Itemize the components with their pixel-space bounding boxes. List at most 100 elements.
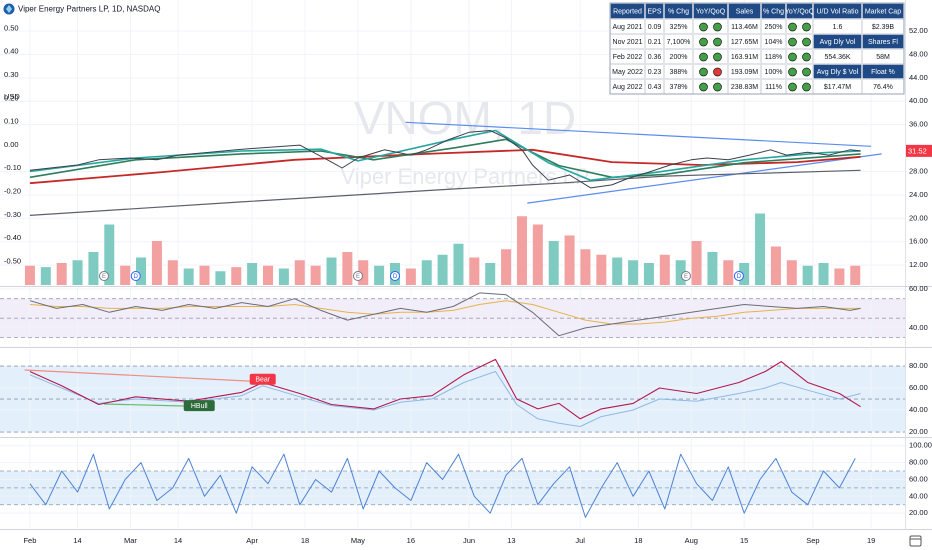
table-subheader: Float % xyxy=(871,69,895,76)
table-header: % Chg xyxy=(668,8,689,15)
series-line xyxy=(29,148,861,185)
table-cell xyxy=(862,64,904,79)
y-tick-label: 28.00 xyxy=(909,166,928,175)
volume-bar xyxy=(532,224,543,285)
volume-bar xyxy=(294,260,305,285)
volume-bar xyxy=(326,257,337,285)
table-value: Feb 2022 xyxy=(613,54,643,61)
x-tick-label: Mar xyxy=(124,536,137,545)
symbol-title: Viper Energy Partners LP, 1D, NASDAQ xyxy=(18,5,160,14)
volume-bar xyxy=(675,260,686,285)
event-marker xyxy=(130,271,141,281)
pane-grid xyxy=(0,349,905,436)
x-tick-label: 14 xyxy=(174,536,182,545)
table-value: 113.46M xyxy=(731,24,758,31)
y-tick-label: 44.00 xyxy=(909,73,928,82)
event-marker xyxy=(99,271,110,281)
table-value: 163.91M xyxy=(731,54,758,61)
x-tick-label: Sep xyxy=(806,536,819,545)
volume-bar xyxy=(469,257,480,285)
calendar-icon[interactable] xyxy=(909,535,922,547)
table-cell xyxy=(813,79,862,94)
volume-bar xyxy=(485,263,496,285)
table-value: 238.83M xyxy=(731,84,758,91)
x-tick-label: Aug xyxy=(685,536,698,545)
table-value: $17.47M xyxy=(824,84,851,91)
status-dot xyxy=(802,52,811,62)
table-cell xyxy=(728,79,761,94)
volume-bar xyxy=(548,241,559,285)
table-value: Aug 2022 xyxy=(613,84,643,91)
table-header: U/D Vol Ratio xyxy=(816,8,858,15)
series-line xyxy=(29,130,861,189)
series-line xyxy=(29,358,861,420)
volume-bar xyxy=(278,268,289,285)
table-cell xyxy=(862,34,904,49)
pane: Bear HBull xyxy=(24,358,861,427)
trend-line xyxy=(24,369,269,383)
volume-bar xyxy=(580,249,591,285)
series-line xyxy=(29,453,856,518)
volume-bar xyxy=(183,268,194,285)
calendar-frame[interactable] xyxy=(909,535,922,547)
volume-bar xyxy=(199,265,210,285)
status-dot xyxy=(699,82,708,92)
table-value: $2.39B xyxy=(872,24,895,31)
event-marker xyxy=(389,271,400,281)
table-value: 7,100% xyxy=(667,39,691,46)
table-cell xyxy=(761,79,786,94)
pane xyxy=(29,453,856,518)
series-line xyxy=(29,292,861,337)
table-value: 325% xyxy=(670,24,688,31)
volume-bar xyxy=(834,268,845,285)
table-cell xyxy=(761,49,786,64)
x-tick-label: May xyxy=(351,536,365,545)
last-price-tag xyxy=(906,144,932,157)
table-header: Sales xyxy=(736,8,754,15)
table-cell xyxy=(664,64,693,79)
table-value: 127.65M xyxy=(731,39,758,46)
y-tick-label: 20.00 xyxy=(909,213,928,222)
signal-tag-label: Bear xyxy=(255,377,270,384)
status-dot xyxy=(802,82,811,92)
table-cell xyxy=(813,64,862,79)
y-tick-label: 60.00 xyxy=(909,383,928,392)
table-cell xyxy=(862,19,904,34)
table-cell xyxy=(693,19,728,34)
table-subheader: Avg Dly Vol xyxy=(820,39,856,46)
status-dot xyxy=(788,82,797,92)
watermark-symbol: VNOM, 1D xyxy=(354,92,576,144)
volume-bar xyxy=(596,254,607,285)
status-dot xyxy=(713,67,722,77)
status-dot xyxy=(699,22,708,32)
table-cell xyxy=(664,34,693,49)
volume-bar xyxy=(818,263,829,285)
event-marker-label: D xyxy=(134,274,139,280)
fundamentals-table: Reported EPS% Chg YoY/QoQ Sales% Chg YoY/QoQ… xyxy=(609,2,905,95)
y2-axis-label: USD xyxy=(4,92,20,101)
volume-bar xyxy=(755,213,766,285)
volume-bar xyxy=(310,265,321,285)
y-tick-label: 40.00 xyxy=(909,491,928,500)
y-tick-label: 80.00 xyxy=(909,458,928,467)
status-dot xyxy=(788,67,797,77)
table-cell xyxy=(645,19,664,34)
event-marker xyxy=(352,271,363,281)
volume-bar xyxy=(770,246,781,285)
table-value: 100% xyxy=(765,69,783,76)
table-header: Market Cap xyxy=(865,8,901,15)
volume-bar xyxy=(564,235,575,285)
x-tick-label: Jun xyxy=(463,536,475,545)
status-dot xyxy=(802,67,811,77)
table-cell xyxy=(610,64,645,79)
x-tick-label: 18 xyxy=(301,536,309,545)
table-value: 76.4% xyxy=(873,84,893,91)
table-cell xyxy=(664,19,693,34)
y2-tick-label: -0.30 xyxy=(4,210,21,219)
volume-bar xyxy=(358,260,369,285)
table-cell xyxy=(813,3,862,19)
volume-bar xyxy=(72,260,83,285)
trend-line xyxy=(527,153,882,204)
table-cell xyxy=(645,49,664,64)
